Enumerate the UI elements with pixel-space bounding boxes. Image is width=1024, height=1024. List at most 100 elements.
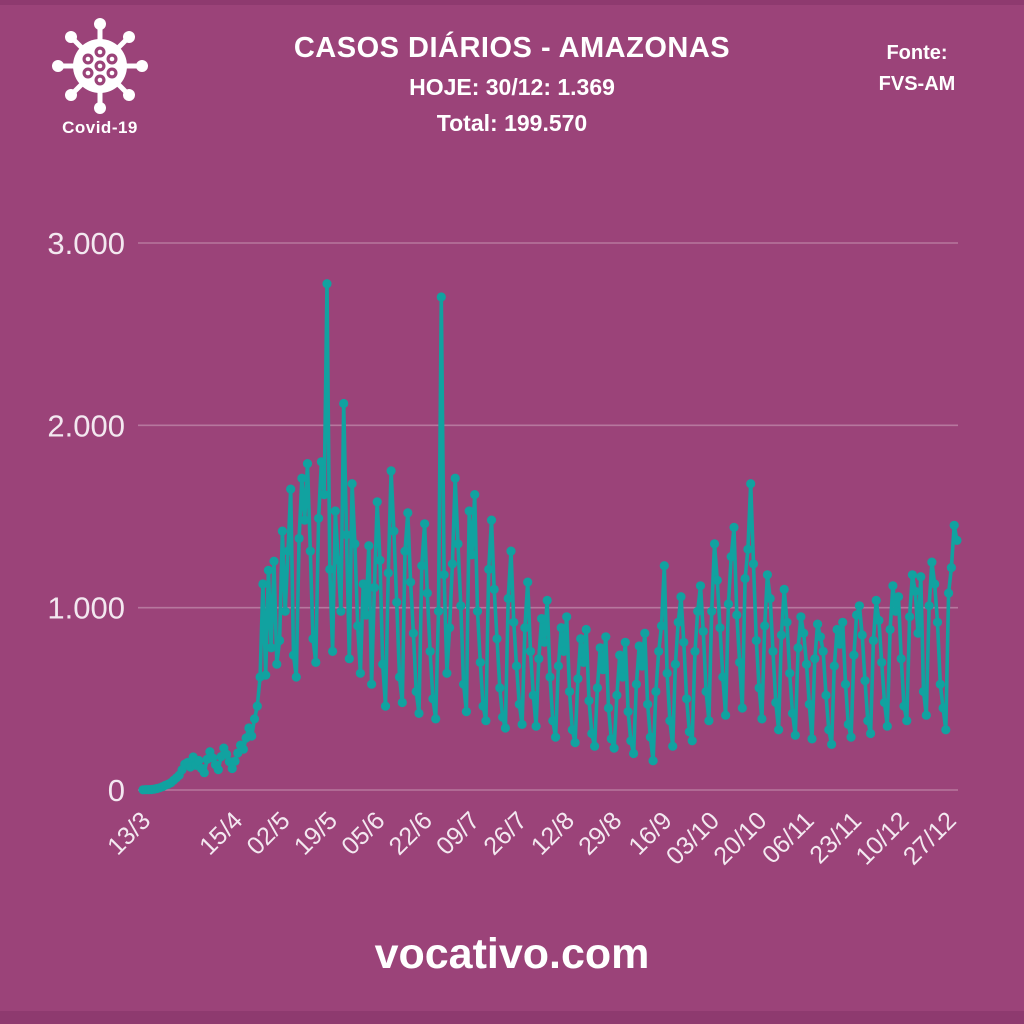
data-point [406, 577, 416, 587]
data-point [269, 556, 279, 566]
data-point [389, 526, 399, 536]
data-point [829, 661, 839, 671]
data-point [695, 581, 706, 591]
data-point [472, 606, 483, 616]
data-point [944, 588, 954, 598]
data-point [916, 572, 926, 582]
data-point [787, 708, 798, 719]
data-point [484, 564, 494, 575]
data-point [400, 546, 410, 556]
data-point [927, 557, 937, 567]
data-point [891, 606, 901, 616]
data-point [475, 657, 485, 668]
data-point [643, 699, 653, 709]
data-point [799, 628, 809, 638]
data-point [514, 699, 524, 709]
data-point [899, 701, 909, 711]
data-point [718, 672, 728, 682]
data-point [548, 716, 558, 726]
bottom-band [0, 1011, 1024, 1024]
data-point [746, 479, 756, 489]
data-point [322, 279, 332, 289]
data-point [442, 668, 452, 678]
data-point [341, 530, 352, 540]
data-point [682, 694, 692, 704]
data-point [656, 621, 667, 631]
data-point [813, 619, 823, 629]
data-point [500, 723, 510, 733]
data-point [815, 632, 826, 642]
data-point [199, 768, 209, 778]
data-point [921, 710, 931, 720]
data-point [857, 630, 867, 640]
data-point [843, 719, 853, 730]
data-point [726, 552, 736, 562]
data-point [489, 584, 499, 595]
x-tick-label: 22/6 [384, 806, 438, 860]
data-point [422, 588, 432, 598]
data-point [687, 736, 697, 746]
data-point [827, 739, 837, 750]
data-point [506, 546, 516, 556]
data-point [433, 606, 444, 616]
data-point [534, 654, 544, 664]
data-point [378, 659, 388, 669]
data-point [528, 690, 538, 700]
x-tick-label: 02/5 [241, 806, 295, 860]
x-tick-label: 20/10 [708, 806, 772, 870]
data-point [439, 570, 449, 580]
data-point [776, 630, 787, 640]
data-point [609, 743, 619, 753]
data-point [498, 712, 508, 722]
data-point [757, 714, 767, 724]
data-point [194, 755, 204, 766]
data-point [765, 593, 775, 604]
data-point [559, 646, 569, 657]
data-point [793, 643, 803, 653]
data-point [637, 661, 647, 671]
covid-badge-label: Covid-19 [62, 118, 138, 137]
data-point [631, 679, 642, 689]
data-point [414, 708, 424, 719]
data-point [838, 617, 848, 627]
x-tick-label: 03/10 [661, 806, 725, 870]
data-point [297, 473, 307, 483]
data-point [918, 686, 929, 697]
data-point [910, 586, 920, 596]
data-point [662, 668, 672, 678]
data-point [924, 601, 934, 611]
data-point [361, 610, 371, 620]
data-point [888, 581, 898, 591]
data-point [520, 623, 530, 633]
data-point [531, 721, 541, 731]
data-point [375, 555, 385, 565]
data-point [545, 672, 555, 682]
data-point [590, 741, 600, 751]
data-point [654, 646, 664, 657]
x-tick-label: 19/5 [289, 806, 343, 860]
data-point [832, 624, 842, 635]
data-point [261, 670, 271, 680]
data-point [852, 610, 862, 620]
data-point [333, 555, 343, 565]
source-value: FVS-AM [878, 73, 956, 95]
data-point [447, 559, 457, 569]
data-point [701, 686, 711, 697]
data-point [665, 716, 675, 726]
x-tick-label: 09/7 [431, 806, 485, 860]
data-point [645, 732, 656, 742]
data-point [308, 634, 318, 644]
data-point [364, 541, 374, 551]
data-point [835, 639, 845, 649]
data-point [587, 728, 597, 739]
data-point [612, 690, 622, 700]
title-block: CASOS DIÁRIOS - AMAZONAS HOJE: 30/12: 1.… [0, 34, 1024, 135]
data-point [283, 546, 293, 556]
data-point [932, 617, 943, 627]
y-tick-label: 3.000 [47, 226, 125, 261]
data-point [601, 632, 611, 642]
data-point [871, 595, 881, 606]
data-point [570, 738, 580, 748]
data-point [556, 623, 566, 633]
y-tick-label: 0 [108, 773, 125, 808]
